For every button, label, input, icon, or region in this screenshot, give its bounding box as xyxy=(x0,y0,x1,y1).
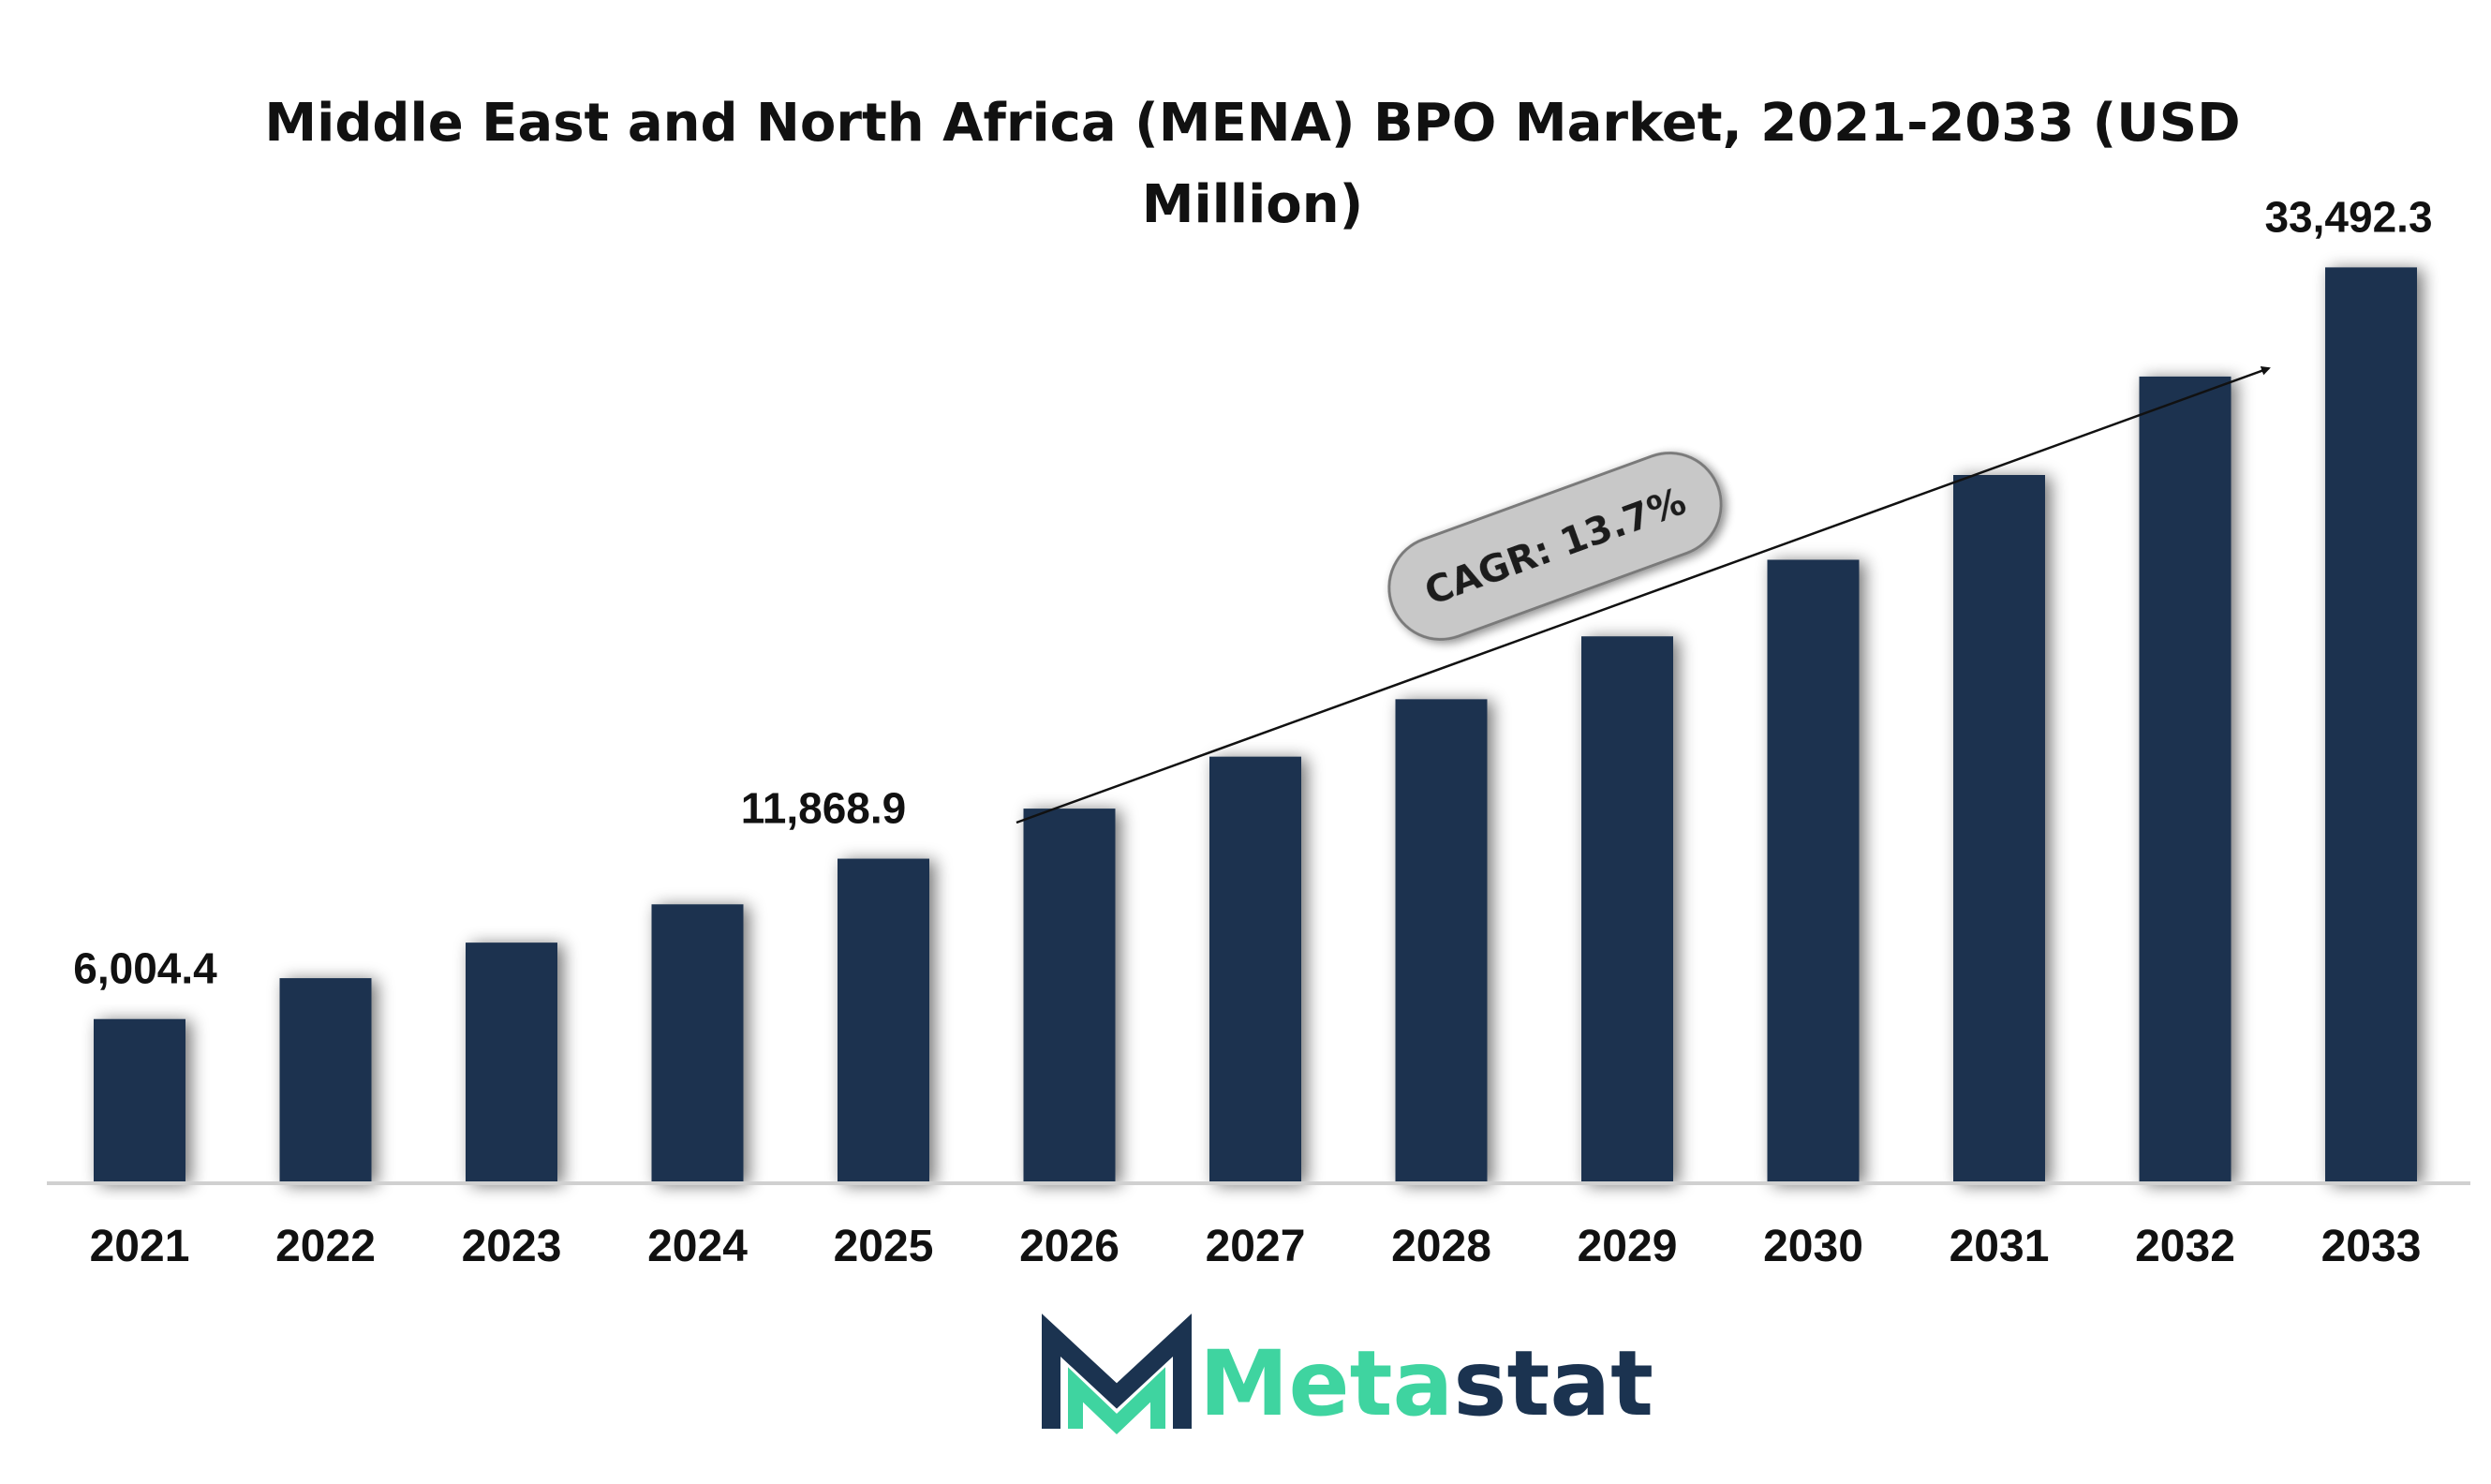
x-tick-2027: 2027 xyxy=(1206,1222,1306,1271)
chart-title-line-1: Middle East and North Africa (MENA) BPO … xyxy=(264,93,2240,154)
logo-wordmark-part-1: Meta xyxy=(1199,1331,1453,1436)
data-label-2033: 33,492.3 xyxy=(2264,192,2432,241)
x-tick-2029: 2029 xyxy=(1578,1222,1678,1271)
bar-2024 xyxy=(651,904,744,1183)
bar-2026 xyxy=(1023,809,1116,1183)
logo-wordmark-part-2: stat xyxy=(1453,1331,1653,1436)
x-tick-2026: 2026 xyxy=(1019,1222,1119,1271)
x-tick-2033: 2033 xyxy=(2321,1222,2422,1271)
x-tick-2023: 2023 xyxy=(462,1222,562,1271)
bar-2031 xyxy=(1953,475,2045,1183)
bar-2027 xyxy=(1209,756,1301,1183)
cagr-pill xyxy=(1387,452,1723,641)
x-tick-2032: 2032 xyxy=(2135,1222,2235,1271)
cagr-arrow xyxy=(1016,366,2271,824)
data-labels: 6,004.4 11,868.9 33,492.3 xyxy=(73,192,2432,992)
x-tick-2024: 2024 xyxy=(647,1222,748,1271)
chart-title: Middle East and North Africa (MENA) BPO … xyxy=(264,93,2240,235)
bar-2029 xyxy=(1581,636,1673,1183)
bar-2033 xyxy=(2325,267,2417,1183)
x-tick-2031: 2031 xyxy=(1950,1222,2050,1271)
bar-2022 xyxy=(279,978,372,1183)
x-tick-2030: 2030 xyxy=(1763,1222,1863,1271)
x-tick-2021: 2021 xyxy=(90,1222,190,1271)
bar-2021 xyxy=(94,1018,185,1183)
x-tick-2022: 2022 xyxy=(275,1222,376,1271)
bar-2025 xyxy=(838,858,929,1183)
bar-series xyxy=(94,267,2417,1183)
bar-2032 xyxy=(2139,376,2232,1183)
data-label-2025: 11,868.9 xyxy=(741,784,907,833)
logo-wordmark: Metastat xyxy=(1199,1331,1653,1436)
bar-2030 xyxy=(1767,559,1860,1183)
bar-2028 xyxy=(1395,699,1488,1183)
logo-mark-icon xyxy=(1042,1313,1192,1435)
data-label-2021: 6,004.4 xyxy=(73,944,217,993)
bar-2023 xyxy=(466,942,557,1183)
metastat-logo: Metastat xyxy=(1042,1313,1653,1436)
x-axis-ticks: 2021 2022 2023 2024 2025 2026 2027 2028 2029 2030… xyxy=(90,1222,2422,1271)
x-tick-2028: 2028 xyxy=(1391,1222,1491,1271)
chart-title-line-2: Million) xyxy=(1142,174,1363,235)
x-tick-2025: 2025 xyxy=(834,1222,934,1271)
